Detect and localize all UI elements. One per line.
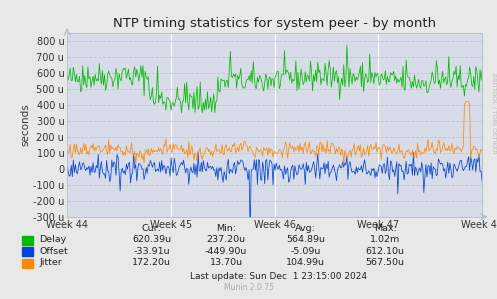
Text: Avg:: Avg:	[295, 224, 316, 233]
Text: 567.50u: 567.50u	[366, 258, 405, 267]
Text: 620.39u: 620.39u	[132, 235, 171, 244]
Text: -5.09u: -5.09u	[290, 247, 321, 256]
Text: 172.20u: 172.20u	[132, 258, 171, 267]
Text: Jitter: Jitter	[39, 258, 62, 267]
Text: 237.20u: 237.20u	[207, 235, 246, 244]
Text: 104.99u: 104.99u	[286, 258, 325, 267]
Text: Delay: Delay	[39, 235, 67, 244]
Y-axis label: seconds: seconds	[20, 103, 30, 146]
Text: 13.70u: 13.70u	[210, 258, 243, 267]
Text: 1.02m: 1.02m	[370, 235, 400, 244]
Text: -449.90u: -449.90u	[205, 247, 248, 256]
Text: Cur:: Cur:	[142, 224, 162, 233]
Text: Min:: Min:	[216, 224, 236, 233]
Text: Last update: Sun Dec  1 23:15:00 2024: Last update: Sun Dec 1 23:15:00 2024	[190, 272, 367, 281]
Text: Max:: Max:	[374, 224, 397, 233]
Title: NTP timing statistics for system peer - by month: NTP timing statistics for system peer - …	[113, 17, 436, 30]
Text: RRDTOOL / TOBI OETIKER: RRDTOOL / TOBI OETIKER	[491, 73, 496, 154]
Text: 564.89u: 564.89u	[286, 235, 325, 244]
Text: Offset: Offset	[39, 247, 68, 256]
Text: -33.91u: -33.91u	[133, 247, 170, 256]
Text: Munin 2.0.75: Munin 2.0.75	[224, 283, 273, 292]
Text: 612.10u: 612.10u	[366, 247, 405, 256]
